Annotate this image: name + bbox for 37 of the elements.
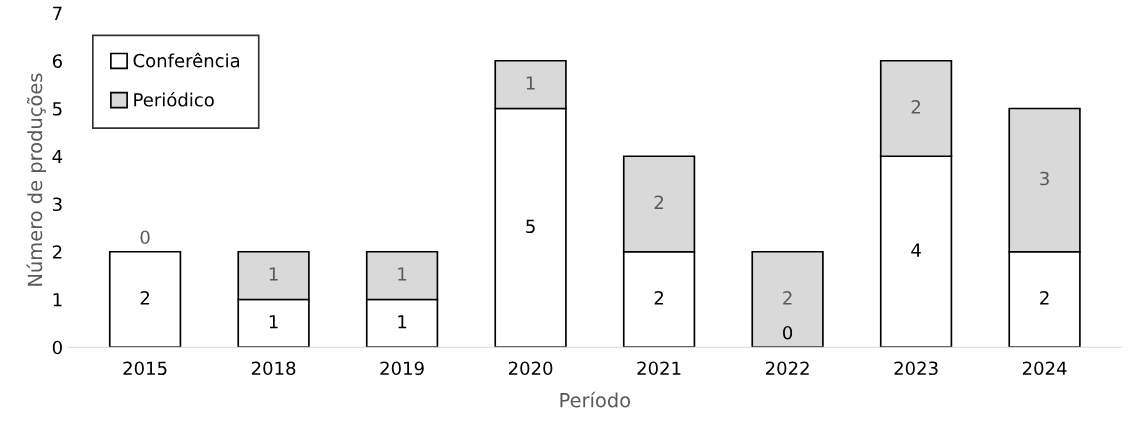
y-tick-label: 5 (53, 102, 62, 116)
x-tick-label: 2021 (637, 361, 681, 376)
data-label: 2 (654, 195, 664, 209)
data-label: 4 (911, 243, 921, 257)
data-label: 1 (269, 267, 278, 281)
y-axis-title: Número de produções (26, 73, 47, 286)
x-tick-label: 2024 (1022, 361, 1067, 376)
data-label: 1 (526, 76, 535, 90)
data-label: 2 (783, 291, 792, 305)
x-axis-title: Período (560, 391, 631, 408)
data-label: 3 (1040, 171, 1049, 186)
y-tick-label: 3 (53, 197, 62, 212)
x-tick-label: 2019 (380, 361, 424, 376)
data-label: 1 (398, 267, 407, 281)
data-label: 2 (1040, 291, 1049, 305)
data-label: 1 (269, 315, 278, 329)
y-tick-label: 6 (52, 54, 62, 68)
y-tick-label: 4 (52, 149, 63, 164)
data-label: 2 (140, 291, 150, 305)
data-label: 2 (654, 291, 664, 305)
y-tick-label: 0 (52, 340, 62, 355)
data-label: 0 (140, 230, 150, 245)
legend-label: Periódico (134, 91, 214, 107)
bar (108, 250, 182, 348)
data-label: 1 (398, 315, 407, 329)
data-label: 5 (526, 219, 535, 234)
x-tick-label: 2020 (508, 361, 553, 376)
annotation: 0 (783, 325, 793, 340)
x-tick-label: 2018 (251, 361, 296, 376)
y-tick-label: 1 (53, 293, 62, 307)
data-label: 2 (911, 100, 921, 114)
y-tick-label: 2 (52, 245, 62, 259)
x-tick-label: 2022 (765, 361, 809, 376)
legend-label: Conferência (133, 52, 240, 68)
x-tick-label: 2023 (894, 361, 938, 376)
y-tick-label: 7 (53, 6, 62, 20)
x-tick-label: 2015 (123, 361, 167, 376)
